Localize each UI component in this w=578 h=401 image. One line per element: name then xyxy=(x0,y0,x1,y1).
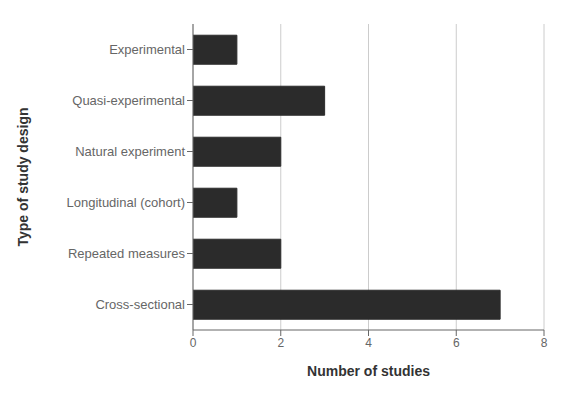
svg-text:Type of study design: Type of study design xyxy=(15,108,31,247)
svg-text:Experimental: Experimental xyxy=(109,42,185,57)
svg-text:Quasi-experimental: Quasi-experimental xyxy=(72,93,185,108)
svg-text:Number of studies: Number of studies xyxy=(307,363,430,379)
svg-text:Natural experiment: Natural experiment xyxy=(75,144,185,159)
svg-text:2: 2 xyxy=(277,336,284,350)
svg-text:Repeated measures: Repeated measures xyxy=(68,246,186,261)
svg-text:4: 4 xyxy=(365,336,372,350)
svg-text:0: 0 xyxy=(190,336,197,350)
svg-text:Longitudinal (cohort): Longitudinal (cohort) xyxy=(66,195,185,210)
svg-text:Cross-sectional: Cross-sectional xyxy=(95,297,185,312)
svg-text:6: 6 xyxy=(453,336,460,350)
svg-text:8: 8 xyxy=(541,336,548,350)
